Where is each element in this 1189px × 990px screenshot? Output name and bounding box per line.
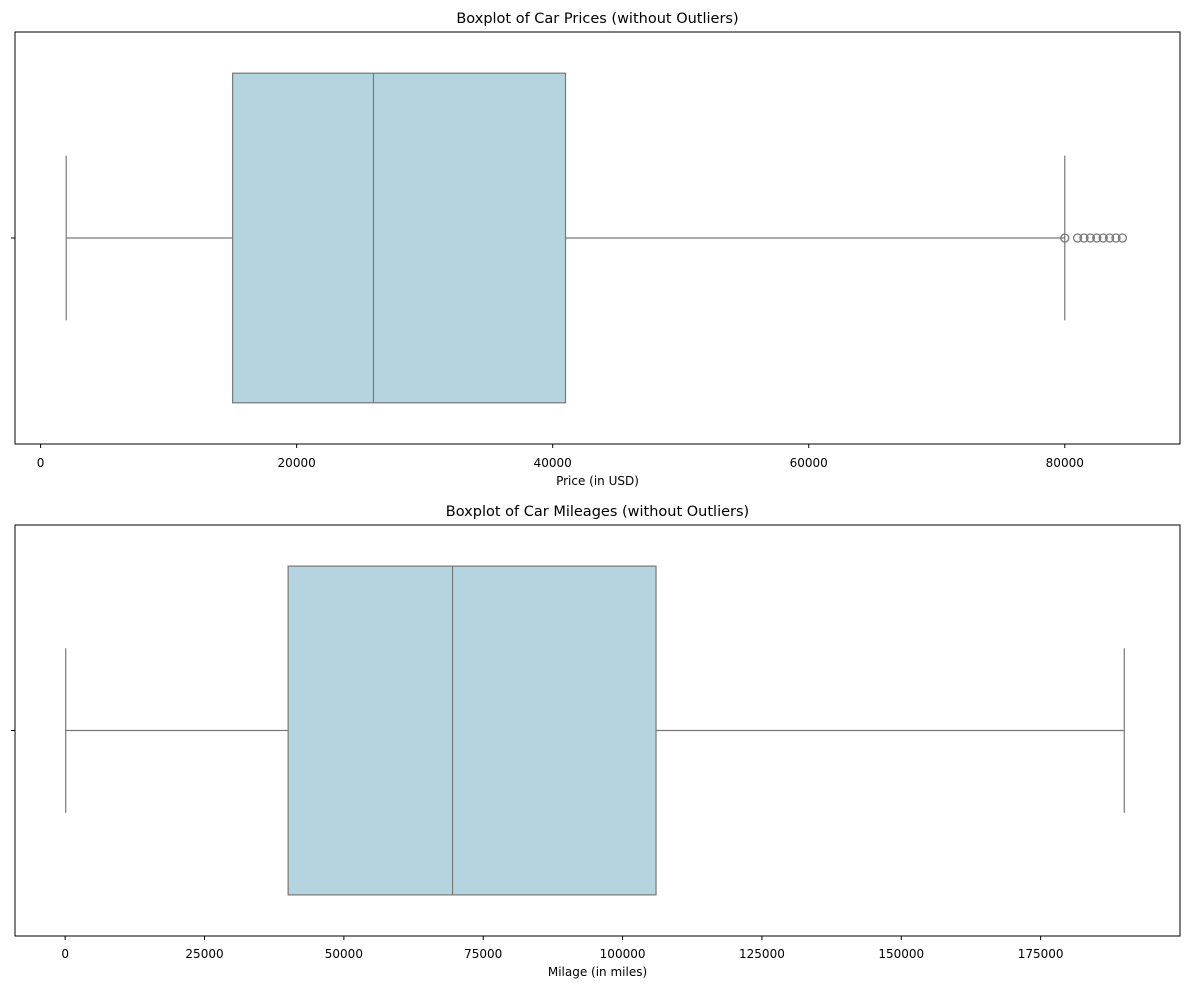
mileage-x-tick-label: 150000 bbox=[878, 947, 924, 961]
price-flier-point bbox=[1117, 233, 1128, 243]
price-flier-point bbox=[1098, 233, 1108, 243]
mileage-boxplot-chart: Boxplot of Car Mileages (without Outlier… bbox=[11, 504, 1181, 979]
price-x-axis-label: Price (in USD) bbox=[556, 474, 639, 488]
price-flier-point bbox=[1092, 233, 1102, 243]
mileage-x-tick-label: 100000 bbox=[600, 947, 646, 961]
mileage-x-tick-label: 0 bbox=[61, 947, 69, 961]
price-x-tick-label: 80000 bbox=[1046, 456, 1084, 470]
price-flier-point bbox=[1072, 233, 1083, 243]
price-box bbox=[232, 72, 567, 404]
mileage-box bbox=[287, 565, 657, 896]
mileage-x-tick-label: 175000 bbox=[1018, 947, 1064, 961]
price-chart-title: Boxplot of Car Prices (without Outliers) bbox=[456, 11, 738, 27]
mileage-x-tick-label: 50000 bbox=[325, 947, 363, 961]
price-boxplot-chart: Boxplot of Car Prices (without Outliers)… bbox=[11, 11, 1181, 488]
mileage-x-axis-label: Milage (in miles) bbox=[548, 965, 647, 979]
price-flier-point bbox=[1060, 233, 1070, 243]
mileage-x-tick-label: 125000 bbox=[739, 947, 785, 961]
mileage-x-tick-label: 25000 bbox=[185, 947, 223, 961]
price-flier-point bbox=[1079, 233, 1089, 243]
mileage-x-tick-label: 75000 bbox=[464, 947, 502, 961]
price-flier-point bbox=[1104, 233, 1115, 243]
price-flier-point bbox=[1085, 233, 1096, 243]
price-x-tick-label: 0 bbox=[37, 456, 45, 470]
mileage-chart-title: Boxplot of Car Mileages (without Outlier… bbox=[446, 504, 749, 520]
price-flier-point bbox=[1111, 233, 1121, 243]
price-x-tick-label: 40000 bbox=[534, 456, 572, 470]
price-x-tick-label: 20000 bbox=[278, 456, 316, 470]
price-x-tick-label: 60000 bbox=[790, 456, 828, 470]
